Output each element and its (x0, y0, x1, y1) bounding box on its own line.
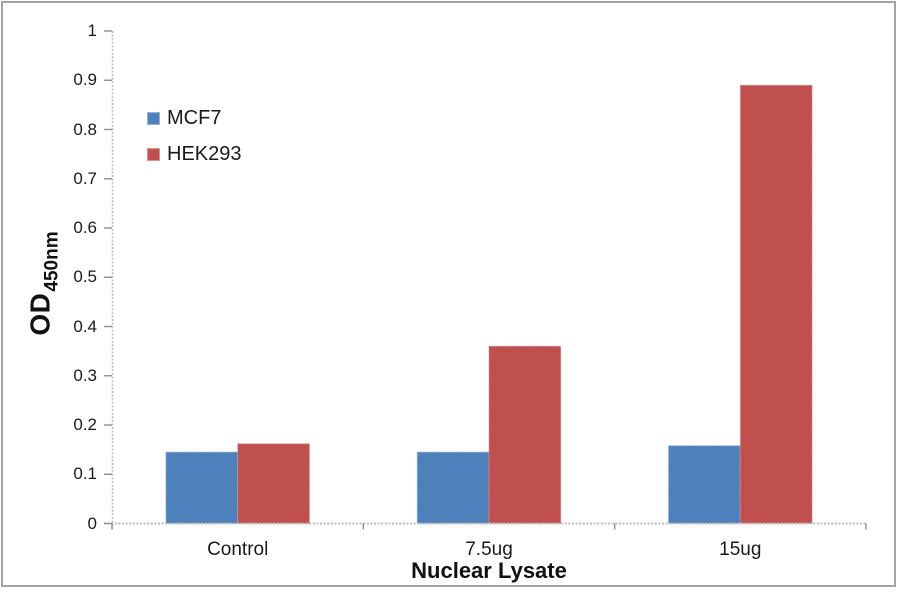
legend-item-mcf7: MCF7 (147, 107, 242, 129)
y-tick-label-0.5: 0.5 (73, 267, 97, 287)
y-tick-label-0.9: 0.9 (73, 70, 97, 90)
legend-label-hek293: HEK293 (167, 143, 242, 165)
y-tick-label-0.6: 0.6 (73, 218, 97, 237)
y-tick-label-0.7: 0.7 (73, 168, 97, 188)
y-tick-label-0.1: 0.1 (73, 464, 97, 484)
y-tick-label-0.2: 0.2 (73, 415, 97, 434)
y-tick-label-0: 0 (87, 513, 97, 533)
y-tick-label-1: 1 (87, 21, 97, 40)
legend-label-mcf7: MCF7 (167, 107, 222, 129)
bar-hek293-15ug (739, 84, 813, 524)
legend-swatch-mcf7-icon (147, 111, 160, 125)
y-tick-label-0.4: 0.4 (73, 316, 97, 336)
legend-item-hek293: HEK293 (147, 143, 242, 165)
bar-hek293-7.5ug (488, 345, 562, 525)
category-label-15ug: 15ug (719, 539, 762, 560)
legend-swatch-hek293-icon (147, 147, 160, 161)
legend: MCF7 HEK293 (147, 107, 242, 182)
x-axis-title: Nuclear Lysate (411, 558, 567, 583)
bar-hek293-control (237, 443, 310, 525)
category-label-7.5ug: 7.5ug (465, 539, 513, 560)
bar-mcf7-15ug (668, 445, 741, 525)
category-label-control: Control (207, 539, 269, 560)
bar-mcf7-control (165, 451, 239, 525)
bar-mcf7-7.5ug (416, 451, 490, 525)
y-axis-title: OD450nm (24, 231, 62, 336)
y-axis-title-main: OD (24, 292, 56, 336)
y-axis-title-subscript: 450nm (41, 231, 62, 292)
y-tick-label-0.8: 0.8 (73, 119, 97, 139)
y-tick-label-0.3: 0.3 (73, 365, 97, 385)
